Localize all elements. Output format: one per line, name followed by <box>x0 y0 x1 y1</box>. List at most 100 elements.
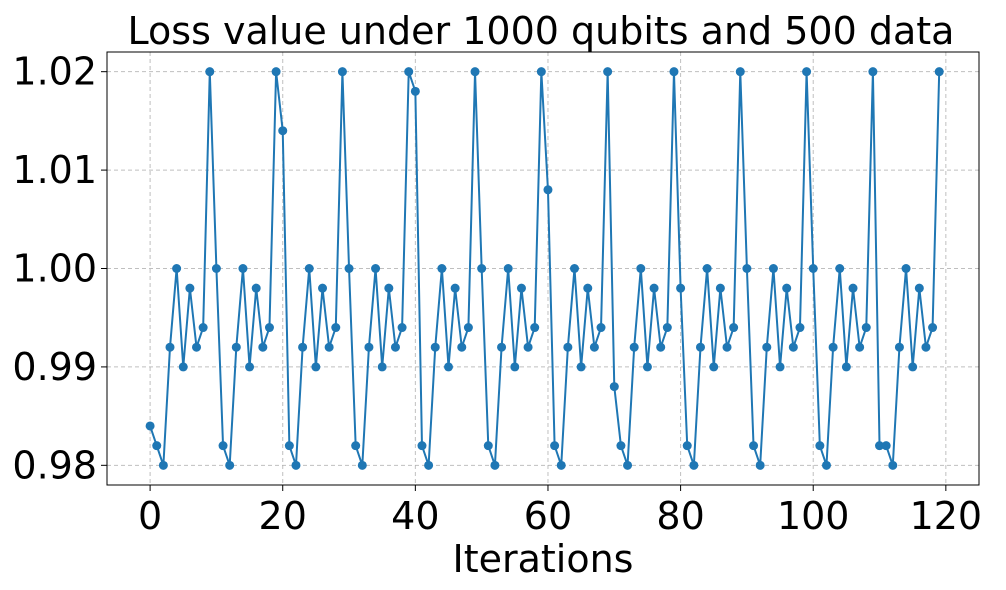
data-point <box>914 283 924 293</box>
data-point <box>808 264 818 273</box>
data-point <box>337 67 347 77</box>
data-point <box>928 323 938 333</box>
data-point <box>344 264 354 273</box>
data-point <box>291 460 301 470</box>
data-point <box>284 441 294 451</box>
data-point <box>894 342 904 352</box>
data-point <box>311 362 321 372</box>
x-tick-label: 0 <box>138 494 162 538</box>
y-tick-label: 1.00 <box>12 247 97 291</box>
data-point <box>430 342 440 352</box>
data-point <box>848 283 858 293</box>
data-point <box>603 67 613 77</box>
y-axis: 0.98 0.99 1.00 1.01 1.02 <box>12 50 107 487</box>
data-point <box>304 264 314 273</box>
data-point <box>828 342 838 352</box>
data-point <box>689 460 699 470</box>
data-point <box>536 67 546 77</box>
data-point <box>868 67 878 77</box>
data-point <box>609 382 619 392</box>
data-point <box>497 342 507 352</box>
series-loss <box>145 67 944 470</box>
data-point <box>483 441 493 451</box>
data-point <box>642 362 652 372</box>
x-axis-title: Iterations <box>453 537 634 581</box>
data-point <box>908 362 918 372</box>
data-point <box>576 362 586 372</box>
data-point <box>589 342 599 352</box>
data-point <box>185 283 195 293</box>
data-point <box>921 342 931 352</box>
data-point <box>881 441 891 451</box>
data-point <box>709 362 719 372</box>
data-point <box>875 441 885 451</box>
data-point <box>470 67 480 77</box>
data-point <box>742 264 752 273</box>
data-point <box>444 362 454 372</box>
data-point <box>172 264 182 273</box>
data-point <box>503 264 513 273</box>
data-point <box>245 362 255 372</box>
x-tick-label: 40 <box>391 494 439 538</box>
y-tick-label: 0.98 <box>12 443 97 487</box>
data-point <box>450 283 460 293</box>
x-axis: 0 20 40 60 80 100 120 <box>138 485 982 538</box>
data-point <box>145 421 155 431</box>
data-point <box>463 323 473 333</box>
data-point <box>669 67 679 77</box>
data-point <box>530 323 540 333</box>
data-point <box>715 283 725 293</box>
x-tick-label: 20 <box>259 494 307 538</box>
data-point <box>158 460 168 470</box>
data-point <box>802 67 812 77</box>
data-point <box>563 342 573 352</box>
y-tick-label: 1.01 <box>12 148 97 192</box>
data-point <box>510 362 520 372</box>
data-point <box>384 283 394 293</box>
data-point <box>457 342 467 352</box>
data-point <box>271 67 281 77</box>
data-point <box>377 362 387 372</box>
data-point <box>424 460 434 470</box>
data-point <box>755 460 765 470</box>
data-point <box>218 441 228 451</box>
data-point <box>318 283 328 293</box>
data-point <box>636 264 646 273</box>
data-point <box>225 460 235 470</box>
x-tick-label: 100 <box>777 494 850 538</box>
x-tick-label: 60 <box>524 494 572 538</box>
data-point <box>351 441 361 451</box>
data-point <box>656 342 666 352</box>
data-point <box>616 441 626 451</box>
data-point <box>477 264 487 273</box>
data-point <box>729 323 739 333</box>
data-point <box>855 342 865 352</box>
data-point <box>735 67 745 77</box>
data-point <box>583 283 593 293</box>
data-point <box>238 264 248 273</box>
data-point <box>211 264 221 273</box>
data-point <box>702 264 712 273</box>
data-point <box>888 460 898 470</box>
data-point <box>264 323 274 333</box>
data-point <box>251 283 261 293</box>
data-point <box>662 323 672 333</box>
data-point <box>178 362 188 372</box>
y-tick-label: 0.99 <box>12 345 97 389</box>
data-point <box>278 126 288 136</box>
data-point <box>596 323 606 333</box>
data-point <box>198 323 208 333</box>
data-point <box>324 342 334 352</box>
data-point <box>682 441 692 451</box>
data-point <box>775 362 785 372</box>
data-point <box>901 264 911 273</box>
data-point <box>762 342 772 352</box>
data-point <box>649 283 659 293</box>
data-point <box>165 342 175 352</box>
chart-title: Loss value under 1000 qubits and 500 dat… <box>128 9 955 53</box>
data-point <box>570 264 579 273</box>
y-tick-label: 1.02 <box>12 50 97 94</box>
x-tick-label: 80 <box>656 494 704 538</box>
data-point <box>490 460 500 470</box>
